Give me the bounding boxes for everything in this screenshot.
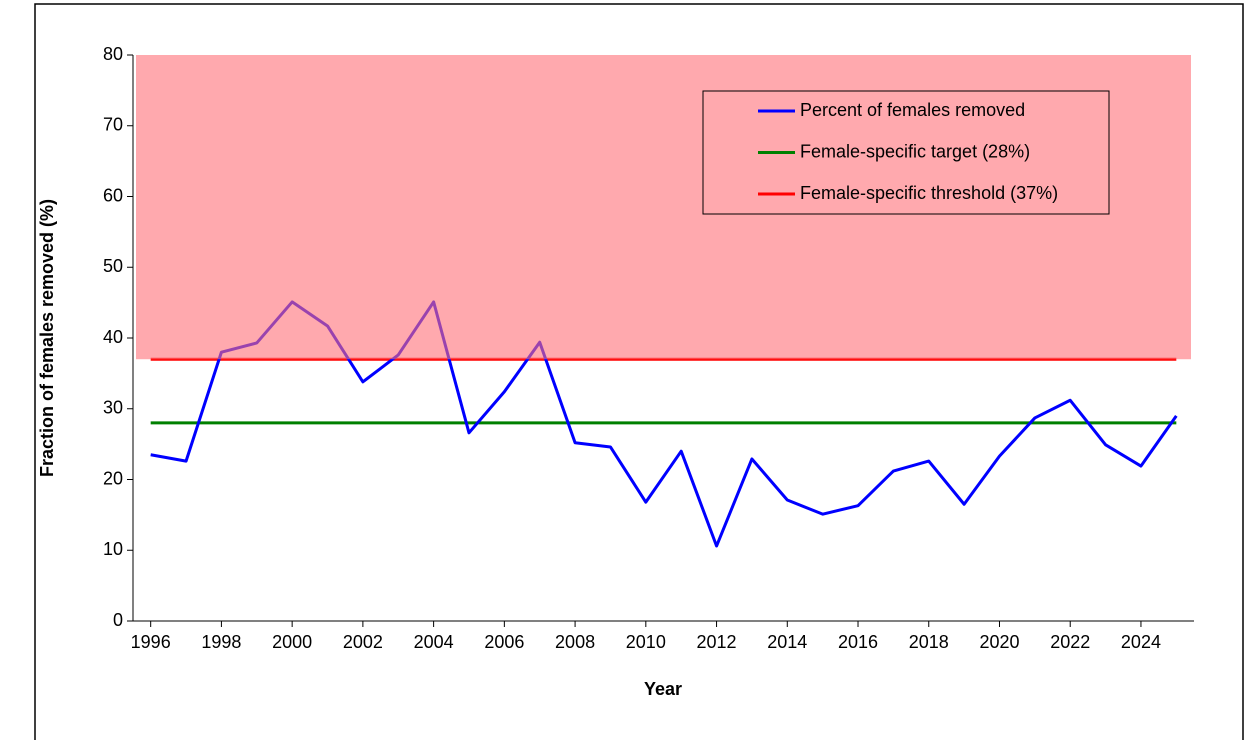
x-tick-label: 2010 — [626, 632, 666, 652]
x-tick-label: 2016 — [838, 632, 878, 652]
y-tick-label: 70 — [103, 115, 123, 135]
y-axis-label: Fraction of females removed (%) — [37, 199, 57, 477]
legend-box — [702, 90, 1110, 215]
y-tick-label: 0 — [113, 610, 123, 630]
x-tick-label: 2008 — [555, 632, 595, 652]
x-tick-label: 2012 — [697, 632, 737, 652]
x-tick-label: 2014 — [767, 632, 807, 652]
x-tick-label: 2006 — [484, 632, 524, 652]
x-tick-label: 2004 — [414, 632, 454, 652]
chart-frame — [34, 3, 1244, 740]
y-tick-label: 10 — [103, 539, 123, 559]
x-tick-label: 2020 — [979, 632, 1019, 652]
x-tick-label: 2018 — [909, 632, 949, 652]
y-tick-label: 80 — [103, 44, 123, 64]
y-tick-label: 40 — [103, 327, 123, 347]
x-tick-label: 2022 — [1050, 632, 1090, 652]
x-tick-label: 2000 — [272, 632, 312, 652]
legend-label: Female-specific threshold (37%) — [800, 183, 1058, 203]
x-tick-label: 2002 — [343, 632, 383, 652]
x-tick-label: 1998 — [201, 632, 241, 652]
shaded-region — [136, 55, 1191, 360]
x-axis-label: Year — [644, 679, 682, 699]
x-tick-label: 1996 — [131, 632, 171, 652]
y-tick-label: 20 — [103, 468, 123, 488]
y-tick-label: 50 — [103, 256, 123, 276]
y-tick-label: 30 — [103, 398, 123, 418]
legend-label: Female-specific target (28%) — [800, 141, 1030, 161]
legend-label: Percent of females removed — [800, 100, 1025, 120]
x-tick-label: 2024 — [1121, 632, 1161, 652]
y-tick-label: 60 — [103, 185, 123, 205]
